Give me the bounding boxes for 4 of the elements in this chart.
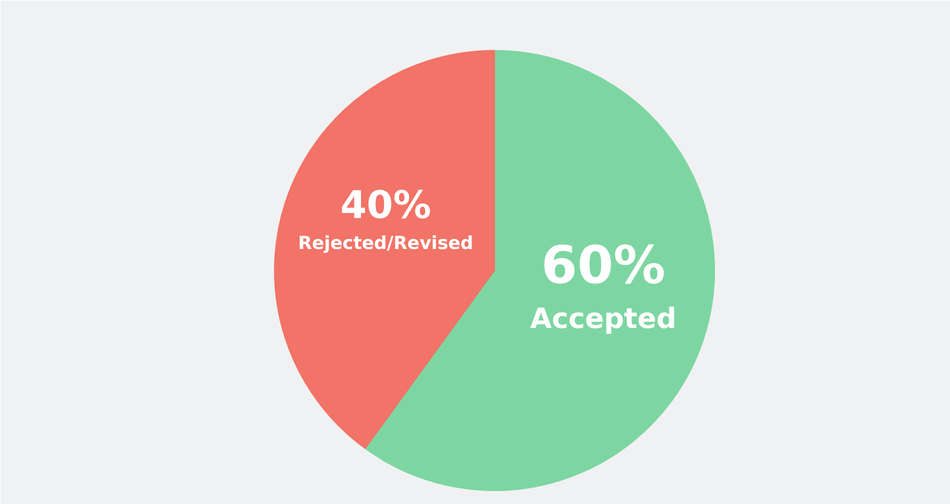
data-label: 60% — [541, 236, 666, 296]
data-label: 40% — [340, 183, 432, 228]
slice-label: Rejected/Revised — [298, 233, 474, 254]
slice-label: Accepted — [530, 302, 676, 335]
